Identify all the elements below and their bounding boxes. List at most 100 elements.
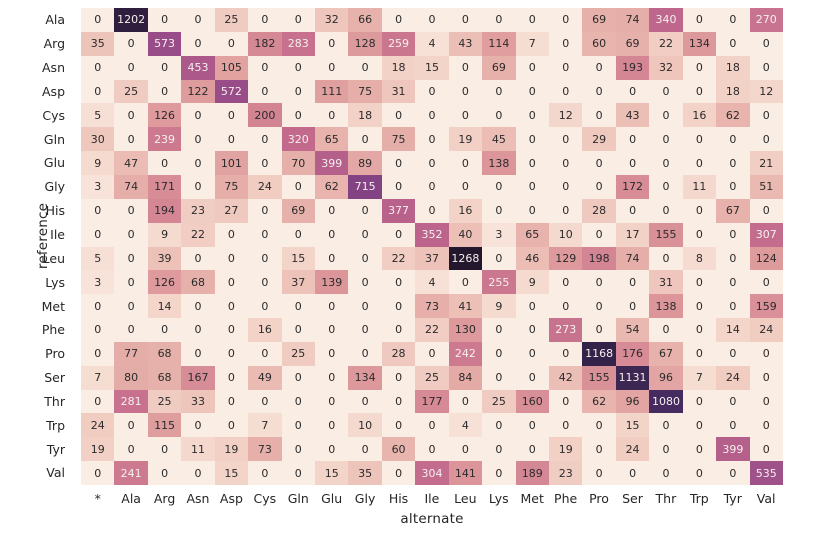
heatmap-cell: 0 (248, 79, 282, 104)
x-tick-leu: Leu (454, 490, 477, 506)
heatmap-cell: 0 (415, 341, 449, 366)
x-tick-met: Met (520, 490, 544, 506)
heatmap-cell: 25 (415, 365, 449, 390)
heatmap-cell: 0 (682, 341, 717, 366)
y-tick-gln: Gln (43, 131, 65, 147)
heatmap-cell: 10 (548, 222, 583, 247)
heatmap-cell: 68 (181, 270, 215, 295)
heatmap-cell: 7 (682, 365, 717, 390)
x-axis-tick-labels: * Ala Arg Asn Asp Cys Gln Glu Gly His Ile Leu Lys Met… (81, 487, 783, 509)
heatmap-cell: 0 (515, 8, 549, 32)
heatmap-cell: 0 (348, 437, 382, 462)
heatmap-cell: 0 (248, 198, 282, 223)
heatmap-cell: 0 (181, 103, 215, 128)
heatmap-cell: 84 (448, 365, 483, 390)
heatmap-cell: 0 (314, 341, 349, 366)
heatmap-cell: 4 (448, 413, 483, 438)
heatmap-cell: 0 (248, 461, 282, 485)
heatmap-cell: 0 (314, 389, 349, 414)
heatmap-cell: 0 (147, 461, 182, 485)
heatmap-cell: 0 (716, 294, 750, 319)
heatmap-cell: 0 (248, 127, 282, 152)
heatmap-cell: 111 (314, 79, 349, 104)
heatmap-cell: 0 (716, 389, 750, 414)
heatmap-cell: 0 (381, 151, 416, 175)
x-tick-arg: Arg (153, 490, 176, 506)
heatmap-cell: 0 (314, 31, 349, 56)
heatmap-cell: 15 (615, 413, 650, 438)
heatmap-cell: 129 (548, 246, 583, 271)
y-tick-met: Met (41, 298, 65, 314)
heatmap-cell: 8 (682, 246, 717, 271)
heatmap-cell: 21 (749, 151, 783, 175)
heatmap-cell: 0 (615, 151, 650, 175)
heatmap-cell: 32 (649, 55, 683, 80)
heatmap-cell: 74 (615, 246, 650, 271)
heatmap-cell: 69 (281, 198, 315, 223)
heatmap-cell: 22 (415, 318, 449, 342)
heatmap-cell: 40 (448, 222, 483, 247)
heatmap-cell: 0 (482, 341, 516, 366)
heatmap-cell: 62 (582, 389, 616, 414)
heatmap-cell: 0 (615, 270, 650, 295)
x-tick-asn: Asn (186, 490, 210, 506)
x-tick-ala: Ala (121, 490, 141, 506)
heatmap-cell: 0 (281, 103, 315, 128)
heatmap-cell: 7 (81, 365, 115, 390)
heatmap-cell: 715 (348, 174, 382, 199)
heatmap-cell: 28 (381, 341, 416, 366)
heatmap-cell: 16 (682, 103, 717, 128)
heatmap-cell: 134 (682, 31, 717, 56)
heatmap-cell: 0 (248, 222, 282, 247)
heatmap-cell: 0 (482, 437, 516, 462)
heatmap-cell: 0 (582, 318, 616, 342)
heatmap-cell: 0 (81, 389, 115, 414)
heatmap-cell: 0 (314, 294, 349, 319)
heatmap-cell: 0 (749, 31, 783, 56)
heatmap-cell: 0 (682, 437, 717, 462)
heatmap-cell: 242 (448, 341, 483, 366)
heatmap-cell: 0 (348, 318, 382, 342)
heatmap-cell: 0 (582, 294, 616, 319)
heatmap-cell: 0 (682, 8, 717, 32)
heatmap-cell: 0 (181, 318, 215, 342)
heatmap-cell: 9 (515, 270, 549, 295)
heatmap-cell: 0 (716, 151, 750, 175)
heatmap-cell: 0 (81, 341, 115, 366)
y-tick-ile: Ile (50, 227, 65, 243)
heatmap-cell: 0 (181, 8, 215, 32)
heatmap-cell: 37 (415, 246, 449, 271)
heatmap-cell: 193 (615, 55, 650, 80)
heatmap-cell: 15 (214, 461, 249, 485)
heatmap-cell: 0 (381, 222, 416, 247)
heatmap-cell: 62 (314, 174, 349, 199)
heatmap-cell: 74 (615, 8, 650, 32)
heatmap-cell: 0 (582, 55, 616, 80)
x-tick-stop: * (94, 490, 101, 506)
heatmap-cell: 0 (415, 413, 449, 438)
x-tick-his: His (388, 490, 409, 506)
heatmap-cell: 0 (682, 318, 717, 342)
heatmap-cell: 29 (582, 127, 616, 152)
heatmap-cell: 0 (582, 270, 616, 295)
heatmap-cell: 0 (114, 31, 148, 56)
heatmap-cell: 0 (81, 461, 115, 485)
heatmap-cell: 167 (181, 365, 215, 390)
heatmap-cell: 160 (515, 389, 549, 414)
heatmap-cell: 14 (147, 294, 182, 319)
heatmap-cell: 12 (548, 103, 583, 128)
heatmap-cell: 74 (114, 174, 148, 199)
heatmap-cell: 23 (181, 198, 215, 223)
heatmap-cell: 281 (114, 389, 148, 414)
heatmap-cell: 19 (448, 127, 483, 152)
heatmap-cell: 17 (615, 222, 650, 247)
heatmap-cell: 0 (515, 294, 549, 319)
heatmap-cell: 0 (615, 294, 650, 319)
x-tick-tyr: Tyr (723, 490, 742, 506)
heatmap-cell: 0 (114, 198, 148, 223)
heatmap-cell: 270 (749, 8, 783, 32)
heatmap-cell: 0 (281, 318, 315, 342)
heatmap-cell: 0 (147, 8, 182, 32)
heatmap-cell: 0 (415, 198, 449, 223)
